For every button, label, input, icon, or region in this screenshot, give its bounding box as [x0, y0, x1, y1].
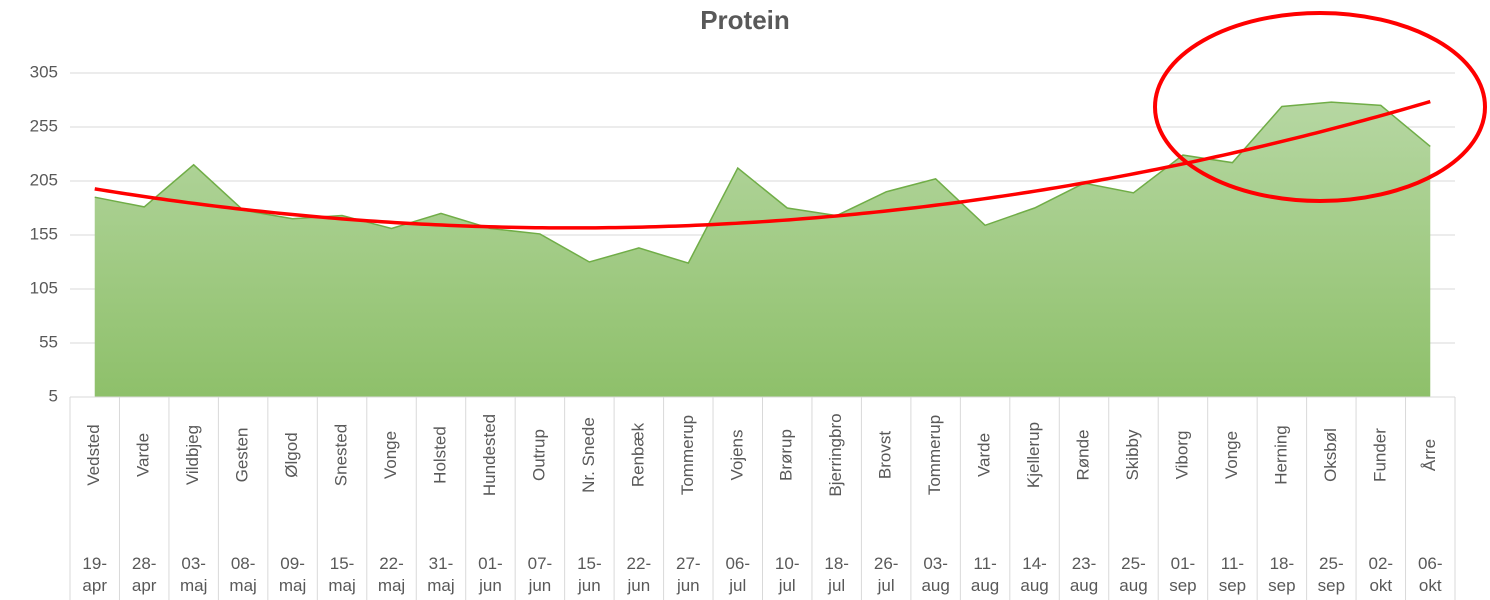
x-tick-label: Bjerringbro [826, 413, 845, 496]
date-label: 25-sep [1317, 554, 1346, 595]
x-tick-label: Holsted [430, 426, 449, 484]
date-label: 11-sep [1218, 554, 1247, 595]
y-tick-label: 105 [30, 278, 58, 297]
y-tick-label: 305 [30, 62, 58, 81]
x-tick-label: Nr. Snede [579, 417, 598, 493]
date-label: 22-jun [626, 554, 652, 595]
x-tick-label: Gesten [233, 428, 252, 483]
x-tick-label: Varde [134, 433, 153, 477]
y-tick-label: 155 [30, 224, 58, 243]
date-label: 15-jun [577, 554, 602, 595]
x-tick-label: Tommerup [925, 415, 944, 495]
x-tick-label: Vedsted [84, 424, 103, 485]
x-tick-label: Snested [332, 424, 351, 486]
area [94, 102, 1431, 397]
date-label: 19-apr [82, 554, 107, 595]
date-label: 03-aug [921, 554, 950, 595]
y-tick-label: 55 [39, 332, 58, 351]
x-tick-label: Varde [975, 433, 994, 477]
x-tick-label: Vojens [727, 429, 746, 480]
date-label: 11-aug [970, 554, 1000, 595]
date-label: 08-maj [229, 554, 257, 595]
x-tick-label: Renbæk [628, 422, 647, 487]
x-tick-label: Ølgod [282, 432, 301, 477]
chart-title: Protein [700, 5, 790, 35]
x-tick-label: Outrup [529, 429, 548, 481]
x-tick-label: Herning [1271, 425, 1290, 485]
date-label: 03-maj [179, 554, 208, 595]
x-tick-label: Funder [1370, 428, 1389, 482]
x-tick-label: Rønde [1074, 429, 1093, 480]
date-label: 01-sep [1169, 554, 1197, 595]
date-label: 02-okt [1368, 554, 1394, 595]
y-tick-label: 5 [49, 386, 58, 405]
x-tick-label: Oksbøl [1321, 428, 1340, 482]
x-tick-label: Vonge [381, 431, 400, 479]
date-label: 18-jul [824, 554, 849, 595]
date-label: 10-jul [774, 554, 800, 595]
date-label: 26-jul [873, 554, 899, 595]
y-tick-label: 205 [30, 170, 58, 189]
date-label: 01-jun [478, 554, 503, 595]
x-tick-label: Vildbjeg [183, 425, 202, 485]
date-label: 07-jun [527, 554, 553, 595]
x-tick-label: Skibby [1123, 429, 1142, 481]
date-label: 27-jun [676, 554, 701, 595]
date-label: 22-maj [377, 554, 406, 595]
x-tick-label: Kjellerup [1024, 422, 1043, 488]
date-label: 06-jul [725, 554, 751, 595]
date-label: 14-aug [1020, 554, 1049, 595]
date-label: 15-maj [328, 554, 356, 595]
date-label: 25-aug [1119, 554, 1148, 595]
x-tick-label: Brørup [777, 429, 796, 481]
x-tick-label: Årre [1420, 439, 1439, 471]
x-tick-label: Brovst [876, 431, 895, 479]
x-tick-label: Viborg [1172, 431, 1191, 480]
date-label: 28-apr [131, 554, 157, 595]
x-tick-label: Hundested [480, 414, 499, 496]
x-tick-label: Vonge [1222, 431, 1241, 479]
y-tick-label: 255 [30, 116, 58, 135]
date-label: 31-maj [427, 554, 455, 595]
date-label: 23-aug [1069, 554, 1099, 595]
date-label: 06-okt [1417, 554, 1443, 595]
x-tick-label: Tommerup [678, 415, 697, 495]
date-label: 09-maj [278, 554, 307, 595]
date-label: 18-sep [1268, 554, 1296, 595]
